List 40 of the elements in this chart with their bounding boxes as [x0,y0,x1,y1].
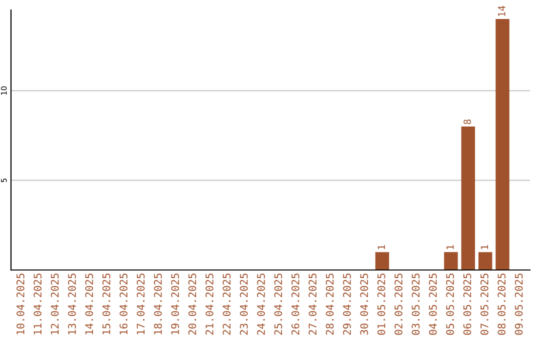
data-label: 1 [446,245,454,250]
x-tick-label: 11.04.2025 [34,274,42,334]
x-tick-label: 14.04.2025 [85,274,94,334]
x-tick-label: 09.05.2025 [514,274,523,335]
x-tick-label: 26.04.2025 [291,274,300,335]
x-tick-label: 18.04.2025 [154,274,162,334]
x-tick-label: 01.05.2025 [377,274,386,335]
x-tick-label: 30.04.2025 [360,274,368,335]
x-tick-label: 20.04.2025 [188,274,196,335]
bar [375,252,390,270]
bar [444,252,458,270]
x-tick-label: 05.05.2025 [446,274,454,335]
x-tick-label: 06.05.2025 [463,274,472,335]
x-tick-label: 21.04.2025 [206,274,214,335]
x-tick-label: 19.04.2025 [171,274,180,334]
data-label: 14 [498,6,506,16]
data-label: 8 [464,120,471,124]
x-tick-label: 13.04.2025 [68,274,76,334]
x-tick-label: 03.05.2025 [412,274,420,335]
x-tick-label: 22.04.2025 [222,274,231,335]
x-tick-label: 29.04.2025 [343,274,351,335]
x-tick-label: 23.04.2025 [240,274,248,335]
x-tick-label: 28.04.2025 [326,274,334,335]
x-tick-label: 04.05.2025 [428,274,437,335]
x-tick-label: 10.04.2025 [16,274,24,334]
data-label: 1 [378,245,385,250]
x-tick-label: 27.04.2025 [308,274,317,335]
x-tick-label: 07.05.2025 [480,274,488,335]
x-tick-label: 12.04.2025 [50,274,59,334]
x-tick-label: 08.05.2025 [498,274,506,335]
x-tick-label: 24.04.2025 [257,274,265,335]
bar [461,126,476,270]
bar [478,252,492,270]
bar [496,18,510,270]
x-tick-label: 25.04.2025 [274,274,282,335]
data-label: 1 [480,245,488,250]
x-tick-label: 16.04.2025 [120,274,128,334]
x-tick-label: 15.04.2025 [102,274,110,334]
x-tick-label: 17.04.2025 [136,274,145,334]
x-tick-label: 02.05.2025 [394,274,402,335]
